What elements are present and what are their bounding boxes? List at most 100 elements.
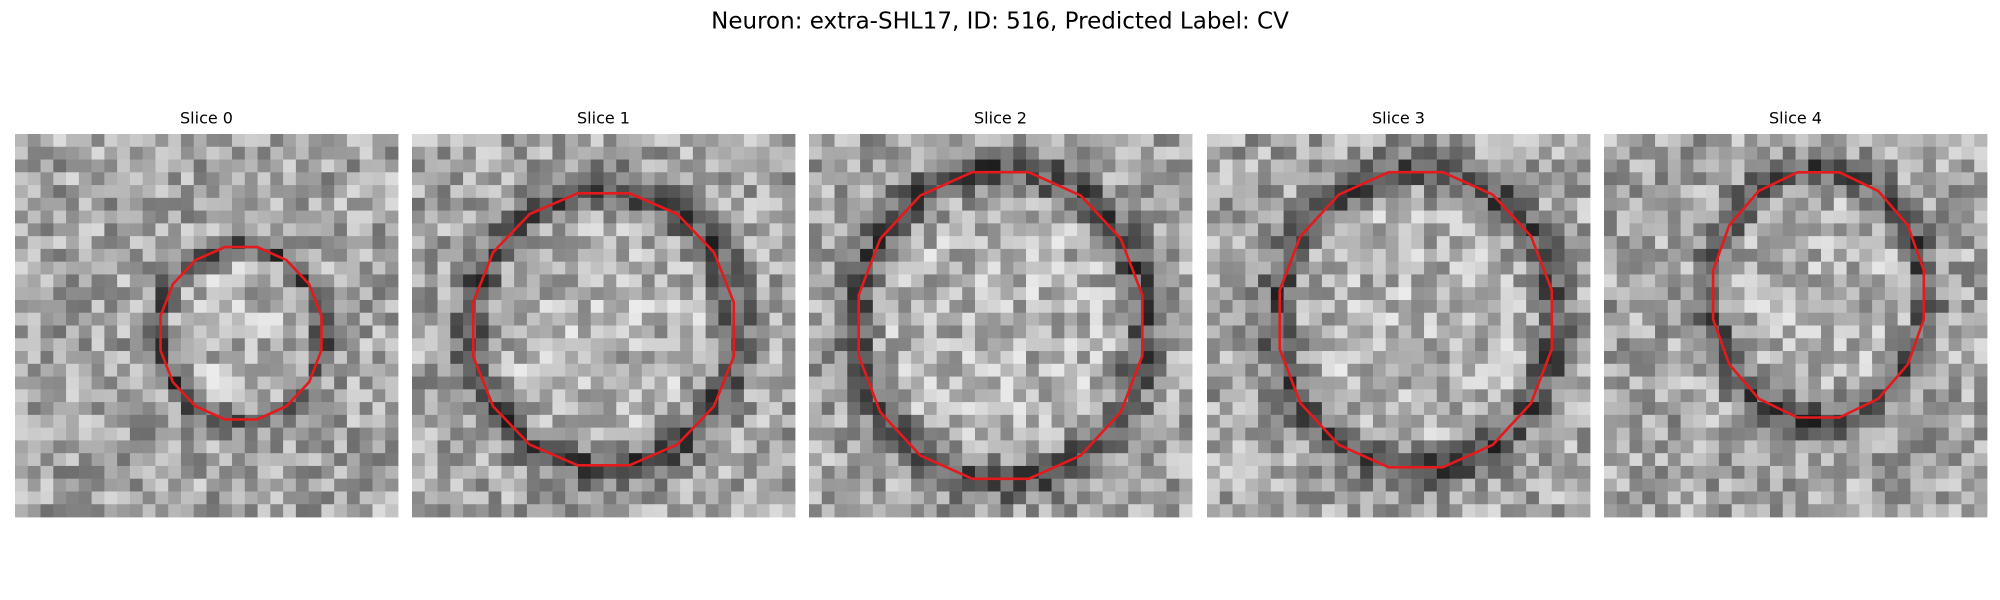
pixel [1283, 465, 1297, 480]
pixel [641, 287, 655, 301]
pixel [1667, 402, 1681, 416]
pixel [1051, 134, 1065, 148]
pixel [616, 363, 630, 377]
pixel [1347, 159, 1361, 173]
pixel [847, 465, 861, 480]
pixel [731, 274, 745, 288]
pixel [1642, 312, 1656, 326]
pixel [1948, 376, 1962, 390]
pixel [66, 223, 80, 237]
pixel [1872, 274, 1886, 288]
pixel [1744, 134, 1758, 148]
pixel [1846, 299, 1860, 314]
pixel [1846, 478, 1860, 492]
pixel [718, 299, 732, 314]
pixel [1604, 287, 1618, 301]
pixel [1258, 236, 1272, 250]
pixel [1526, 274, 1540, 288]
pixel [514, 376, 528, 390]
pixel [552, 414, 566, 429]
pixel [590, 210, 604, 224]
pixel [1757, 402, 1771, 416]
pixel [1872, 478, 1886, 492]
pixel [346, 453, 361, 467]
pixel [385, 465, 399, 480]
pixel [1706, 504, 1720, 518]
pixel [129, 478, 144, 492]
pixel [603, 248, 617, 263]
pixel [1372, 287, 1387, 301]
pixel [1296, 287, 1310, 301]
pixel [1347, 197, 1361, 211]
pixel [40, 376, 54, 390]
pixel [488, 453, 502, 467]
pixel [475, 299, 489, 314]
pixel [514, 478, 528, 492]
pixel [1897, 172, 1911, 186]
pixel [629, 376, 643, 390]
pixel [1102, 504, 1116, 518]
pixel [232, 146, 246, 160]
pixel [769, 427, 783, 441]
pixel [526, 248, 541, 263]
pixel [91, 478, 105, 492]
pixel [1089, 210, 1104, 224]
pixel [91, 236, 105, 250]
pixel [1923, 159, 1937, 173]
pixel [1411, 453, 1425, 467]
pixel [155, 210, 169, 224]
pixel [705, 172, 719, 186]
pixel [15, 504, 29, 518]
pixel [1449, 491, 1463, 505]
pixel [1179, 351, 1193, 365]
pixel [1153, 325, 1167, 339]
pixel [1577, 389, 1591, 403]
pixel [1219, 427, 1233, 441]
pixel [834, 351, 848, 365]
pixel [1166, 312, 1180, 326]
pixel [743, 248, 758, 263]
pixel [577, 312, 592, 326]
pixel [334, 363, 348, 377]
pixel [1013, 389, 1027, 403]
pixel [872, 261, 886, 275]
pixel [705, 146, 719, 160]
pixel [731, 146, 745, 160]
pixel [718, 351, 732, 365]
pixel [475, 134, 489, 148]
pixel [1513, 504, 1527, 518]
pixel [244, 440, 258, 454]
pixel [680, 236, 694, 250]
pixel [1564, 338, 1578, 352]
pixel [1821, 478, 1835, 492]
pixel [129, 427, 144, 441]
pixel [1232, 210, 1246, 224]
pixel [1179, 223, 1193, 237]
pixel [424, 414, 438, 429]
pixel [1642, 491, 1656, 505]
pixel [769, 159, 783, 173]
pixel [1487, 299, 1502, 314]
pixel [488, 414, 502, 429]
pixel [385, 402, 399, 416]
pixel [1935, 478, 1950, 492]
pixel [129, 491, 144, 505]
pixel [974, 491, 989, 505]
pixel [911, 172, 925, 186]
pixel [1000, 274, 1014, 288]
pixel [1232, 427, 1246, 441]
pixel [1128, 440, 1142, 454]
pixel [53, 299, 67, 314]
pixel [526, 274, 541, 288]
pixel [1974, 172, 1988, 186]
pixel [1179, 236, 1193, 250]
pixel [1538, 159, 1553, 173]
pixel [1064, 440, 1078, 454]
pixel [1974, 325, 1988, 339]
pixel [308, 146, 322, 160]
pixel [1655, 261, 1669, 275]
pixel [1872, 146, 1886, 160]
pixel [1309, 299, 1323, 314]
pixel [1974, 389, 1988, 403]
pixel [539, 210, 553, 224]
